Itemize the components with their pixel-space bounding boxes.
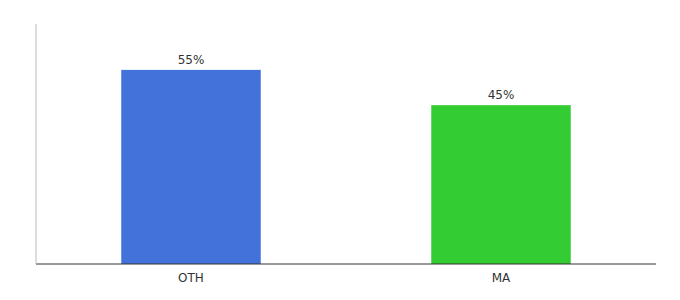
bars [121,70,571,264]
data-label: 45% [488,88,515,102]
x-axis-line [36,264,656,265]
data-label: 55% [178,53,205,67]
bar [431,105,571,264]
x-tick-label: OTH [178,271,204,285]
chart-container: 55% 45% OTH MA [0,0,680,300]
chart: 55% 45% OTH MA [0,0,680,300]
x-tick-label: MA [492,271,511,285]
bar [121,70,261,264]
y-axis-line [36,24,37,264]
